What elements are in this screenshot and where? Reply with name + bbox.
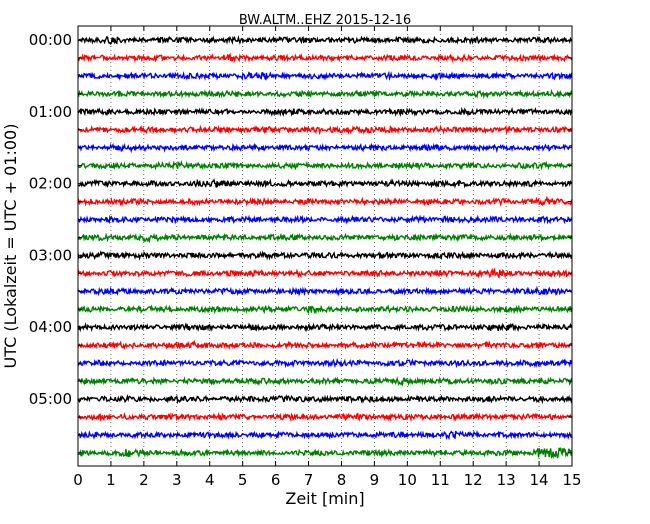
x-tick-label-5: 5: [238, 471, 248, 489]
y-axis-ticks: 00:00 01:00 02:00 03:00 04:00 05:00: [29, 31, 572, 454]
x-tick-label-0: 0: [73, 471, 83, 489]
x-tick-label-15: 15: [562, 471, 581, 489]
x-tick-label-2: 2: [139, 471, 149, 489]
y-tick-label-0: 00:00: [29, 31, 72, 49]
trace-0245: [77, 232, 573, 244]
y-tick-label-1: 01:00: [29, 103, 72, 121]
trace-0345: [77, 304, 573, 315]
trace-0430: [77, 358, 573, 369]
x-tick-label-6: 6: [271, 471, 281, 489]
trace-0415: [77, 339, 573, 351]
x-tick-label-9: 9: [370, 471, 380, 489]
trace-0315: [77, 267, 573, 279]
trace-0030: [77, 70, 573, 82]
x-axis-ticks: 0 1 2 3 4 5 6 7 8 9 10 11 12 13 14 15: [73, 26, 582, 489]
y-tick-label-5: 05:00: [29, 390, 72, 408]
y-tick-label-2: 02:00: [29, 175, 72, 193]
trace-0445: [77, 376, 573, 387]
trace-0000: [77, 34, 573, 46]
y-tick-label-3: 03:00: [29, 246, 72, 264]
trace-0300: [77, 250, 573, 261]
x-tick-label-10: 10: [398, 471, 417, 489]
trace-0100: [77, 106, 573, 118]
trace-0530: [77, 429, 573, 441]
trace-0515: [77, 411, 573, 423]
x-tick-label-7: 7: [304, 471, 314, 489]
trace-0045: [77, 88, 573, 100]
x-tick-label-11: 11: [431, 471, 450, 489]
x-tick-label-3: 3: [172, 471, 182, 489]
trace-0145: [77, 160, 573, 171]
trace-group: [77, 34, 573, 460]
x-tick-label-14: 14: [530, 471, 549, 489]
trace-0200: [77, 178, 573, 189]
vertical-grid: [110, 26, 540, 466]
trace-0015: [77, 52, 573, 64]
trace-0500: [77, 393, 573, 405]
x-tick-label-4: 4: [205, 471, 215, 489]
trace-0130: [77, 142, 573, 154]
trace-0215: [77, 195, 573, 207]
trace-0545: [77, 447, 573, 460]
x-axis-label: Zeit [min]: [285, 489, 364, 508]
x-tick-label-12: 12: [464, 471, 483, 489]
trace-0400: [77, 322, 573, 333]
trace-0115: [77, 124, 573, 136]
y-axis-label: UTC (Lokalzeit = UTC + 01:00): [1, 124, 20, 369]
x-tick-label-1: 1: [106, 471, 116, 489]
trace-0230: [77, 214, 573, 225]
plot-frame: [77, 25, 573, 467]
x-tick-label-13: 13: [497, 471, 516, 489]
chart-title: BW.ALTM..EHZ 2015-12-16: [239, 13, 411, 28]
y-tick-label-4: 04:00: [29, 318, 72, 336]
x-tick-label-8: 8: [337, 471, 347, 489]
trace-0330: [77, 285, 573, 297]
